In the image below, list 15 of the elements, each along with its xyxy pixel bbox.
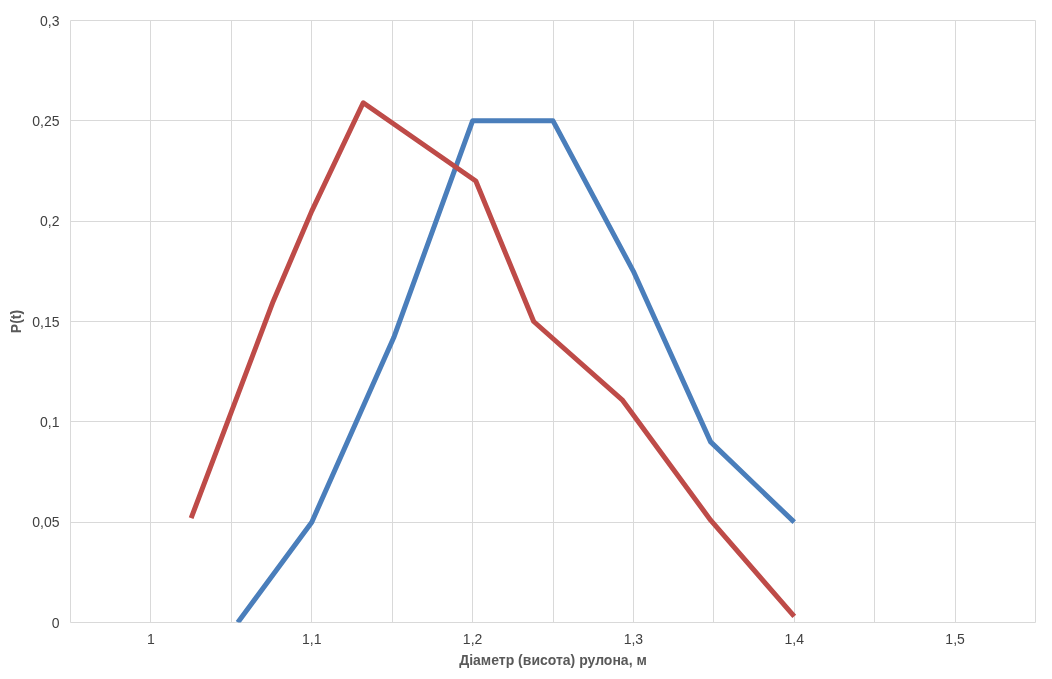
x-tick-label: 1 <box>147 630 156 647</box>
y-tick-label: 0,25 <box>32 112 60 129</box>
x-tick-label: 1,3 <box>623 630 644 647</box>
x-tick-label: 1,4 <box>784 630 805 647</box>
y-tick-label: 0,15 <box>32 313 60 330</box>
y-tick-label: 0,05 <box>32 514 60 531</box>
y-tick-label: 0,3 <box>40 12 60 29</box>
x-tick-label: 1,1 <box>302 630 322 647</box>
y-tick-label: 0 <box>51 614 60 631</box>
x-axis-title: Діаметр (висота) рулона, м <box>459 651 647 668</box>
y-axis-title: P(t) <box>8 309 25 334</box>
y-tick-label: 0,2 <box>40 213 60 230</box>
y-tick-label: 0,1 <box>40 413 60 430</box>
x-tick-label: 1,5 <box>945 630 966 647</box>
x-tick-label: 1,2 <box>462 630 483 647</box>
